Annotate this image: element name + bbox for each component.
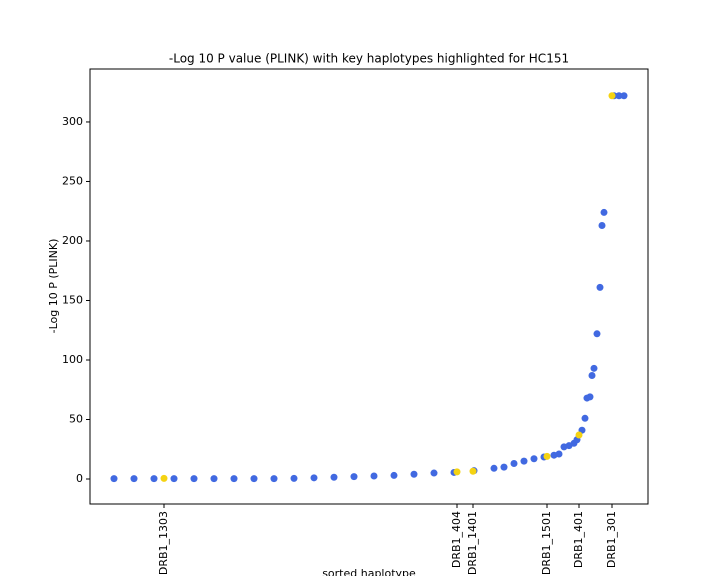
point <box>150 475 158 483</box>
point <box>270 475 278 483</box>
y-tick-label: 100 <box>62 353 83 366</box>
x-tick-label: DRB1_1401 <box>466 511 479 575</box>
point <box>596 283 604 291</box>
point <box>160 474 168 482</box>
point <box>510 460 518 468</box>
point <box>130 475 138 483</box>
y-tick-label: 50 <box>69 412 83 425</box>
point <box>210 475 218 483</box>
point <box>170 475 178 483</box>
point <box>543 452 551 460</box>
x-tick-label: DRB1_1501 <box>540 511 553 575</box>
point <box>330 473 338 481</box>
point <box>290 474 298 482</box>
point <box>500 463 508 471</box>
point <box>250 475 258 483</box>
point <box>190 475 198 483</box>
point <box>350 473 358 481</box>
point <box>608 92 616 100</box>
point <box>598 222 606 230</box>
point <box>469 467 477 475</box>
chart-title: -Log 10 P value (PLINK) with key haploty… <box>169 52 569 66</box>
point <box>390 471 398 479</box>
point <box>555 450 563 458</box>
point <box>581 414 589 422</box>
point <box>410 470 418 478</box>
y-axis-label: -Log 10 P (PLINK) <box>47 239 60 334</box>
y-tick-label: 250 <box>62 174 83 187</box>
point <box>370 472 378 480</box>
y-tick-label: 0 <box>76 472 83 485</box>
point <box>600 208 608 216</box>
y-tick-label: 150 <box>62 293 83 306</box>
point <box>530 455 538 463</box>
point <box>575 431 583 439</box>
point <box>110 475 118 483</box>
y-tick-label: 300 <box>62 115 83 128</box>
point <box>620 92 628 100</box>
x-tick-label: DRB1_301 <box>605 511 618 568</box>
point <box>593 330 601 338</box>
y-tick-label: 200 <box>62 234 83 247</box>
plot-frame <box>89 68 649 505</box>
x-axis-label: sorted haplotype <box>322 567 416 576</box>
point <box>588 371 596 379</box>
point <box>230 475 238 483</box>
x-tick-label: DRB1_404 <box>450 511 463 568</box>
point <box>520 457 528 465</box>
point <box>430 469 438 477</box>
point <box>490 464 498 472</box>
point <box>590 364 598 372</box>
point <box>586 393 594 401</box>
point <box>310 474 318 482</box>
x-tick-label: DRB1_1303 <box>157 511 170 575</box>
point <box>453 468 461 476</box>
x-tick-label: DRB1_401 <box>572 511 585 568</box>
point <box>615 92 623 100</box>
